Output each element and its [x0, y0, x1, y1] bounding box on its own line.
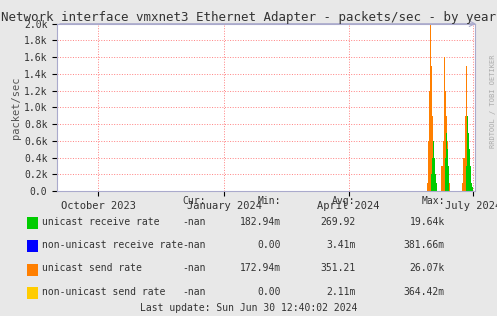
Text: Last update: Sun Jun 30 12:40:02 2024: Last update: Sun Jun 30 12:40:02 2024 — [140, 303, 357, 313]
Text: 381.66m: 381.66m — [404, 240, 445, 250]
Text: 364.42m: 364.42m — [404, 287, 445, 296]
Text: 0.00: 0.00 — [257, 240, 281, 250]
Text: unicast receive rate: unicast receive rate — [42, 217, 160, 227]
Text: Cur:: Cur: — [183, 196, 206, 206]
Text: -nan: -nan — [183, 264, 206, 273]
Text: Min:: Min: — [257, 196, 281, 206]
Text: 269.92: 269.92 — [320, 217, 355, 227]
Text: -nan: -nan — [183, 217, 206, 227]
Text: Network interface vmxnet3 Ethernet Adapter - packets/sec - by year: Network interface vmxnet3 Ethernet Adapt… — [1, 11, 496, 24]
Y-axis label: packet/sec: packet/sec — [11, 76, 21, 139]
Text: non-unicast send rate: non-unicast send rate — [42, 287, 166, 296]
Text: RRDTOOL / TOBI OETIKER: RRDTOOL / TOBI OETIKER — [490, 54, 496, 148]
Text: Avg:: Avg: — [332, 196, 355, 206]
Text: non-unicast receive rate: non-unicast receive rate — [42, 240, 183, 250]
Text: Max:: Max: — [421, 196, 445, 206]
Text: 3.41m: 3.41m — [326, 240, 355, 250]
Text: 2.11m: 2.11m — [326, 287, 355, 296]
Text: unicast send rate: unicast send rate — [42, 264, 142, 273]
Text: 172.94m: 172.94m — [240, 264, 281, 273]
Text: 182.94m: 182.94m — [240, 217, 281, 227]
Text: -nan: -nan — [183, 240, 206, 250]
Text: 19.64k: 19.64k — [410, 217, 445, 227]
Text: 26.07k: 26.07k — [410, 264, 445, 273]
Text: 0.00: 0.00 — [257, 287, 281, 296]
Text: -nan: -nan — [183, 287, 206, 296]
Text: 351.21: 351.21 — [320, 264, 355, 273]
